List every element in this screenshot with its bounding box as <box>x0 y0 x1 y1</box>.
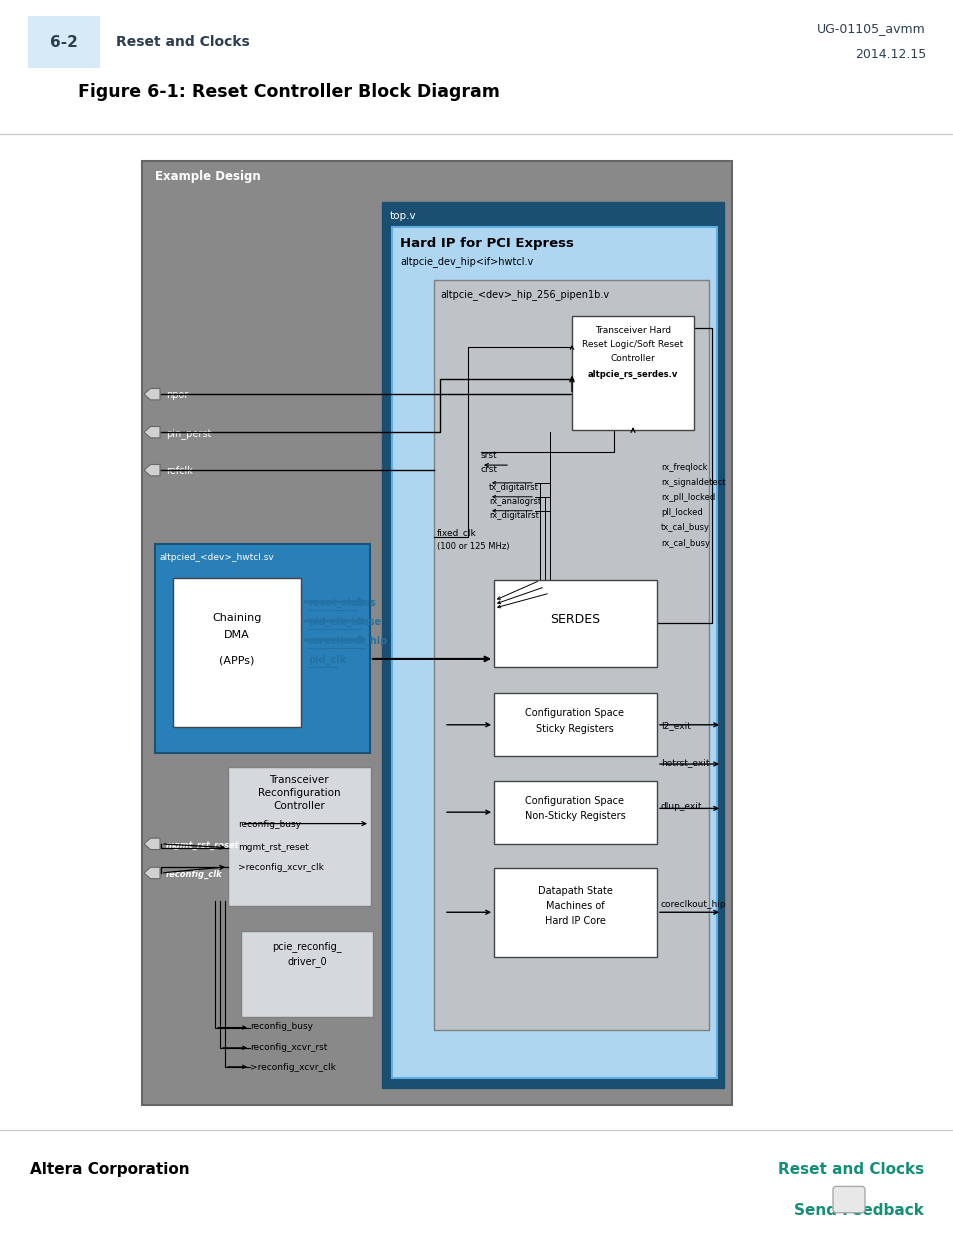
FancyBboxPatch shape <box>392 227 717 1078</box>
Text: tx_cal_busy: tx_cal_busy <box>660 524 709 532</box>
Text: driver_0: driver_0 <box>287 957 327 967</box>
Text: top.v: top.v <box>390 210 416 221</box>
Text: npor: npor <box>166 390 188 400</box>
Text: coreclkout_hip: coreclkout_hip <box>660 899 726 909</box>
Text: altpcie_<dev>_hip_256_pipen1b.v: altpcie_<dev>_hip_256_pipen1b.v <box>439 289 608 300</box>
Text: (100 or 125 MHz): (100 or 125 MHz) <box>436 542 509 551</box>
Text: Hard IP for PCI Express: Hard IP for PCI Express <box>399 237 574 251</box>
Text: hotrst_exit: hotrst_exit <box>660 758 709 767</box>
FancyBboxPatch shape <box>494 868 657 957</box>
Polygon shape <box>144 839 160 850</box>
Text: Altera Corporation: Altera Corporation <box>30 1162 190 1177</box>
FancyBboxPatch shape <box>572 316 693 430</box>
FancyBboxPatch shape <box>494 580 657 667</box>
FancyBboxPatch shape <box>228 767 371 906</box>
FancyBboxPatch shape <box>154 543 370 752</box>
Text: Reset Logic/Soft Reset: Reset Logic/Soft Reset <box>581 340 683 348</box>
Text: Datapath State: Datapath State <box>537 885 612 895</box>
Text: reconfig_clk: reconfig_clk <box>166 869 222 879</box>
Text: rx_freqlock: rx_freqlock <box>660 463 707 472</box>
Text: 6-2: 6-2 <box>50 35 78 49</box>
FancyBboxPatch shape <box>494 693 657 757</box>
FancyBboxPatch shape <box>494 781 657 844</box>
Polygon shape <box>144 464 160 475</box>
Text: Reconfiguration: Reconfiguration <box>257 788 340 798</box>
Text: mgmt_rst_reset: mgmt_rst_reset <box>166 841 239 850</box>
Text: 2014.12.15: 2014.12.15 <box>854 48 925 61</box>
Text: l2_exit: l2_exit <box>660 721 690 730</box>
Text: altpcie_rs_serdes.v: altpcie_rs_serdes.v <box>587 370 678 379</box>
Text: Reset and Clocks: Reset and Clocks <box>777 1162 923 1177</box>
Text: Configuration Space: Configuration Space <box>525 795 624 805</box>
Text: mgmt_rst_reset: mgmt_rst_reset <box>237 842 309 852</box>
Text: coreclkout_hip: coreclkout_hip <box>308 636 388 646</box>
Text: reset_status: reset_status <box>308 598 375 608</box>
Text: rx_analogrst: rx_analogrst <box>489 496 540 506</box>
Text: rx_pll_locked: rx_pll_locked <box>660 493 715 501</box>
FancyBboxPatch shape <box>434 280 708 1030</box>
Text: Configuration Space: Configuration Space <box>525 709 624 719</box>
Text: UG-01105_avmm: UG-01105_avmm <box>817 21 925 35</box>
Text: srst: srst <box>480 451 497 461</box>
Text: altpcied_<dev>_hwtcl.sv: altpcied_<dev>_hwtcl.sv <box>160 552 274 562</box>
Text: DMA: DMA <box>224 630 250 640</box>
Text: Chaining: Chaining <box>213 614 261 624</box>
Polygon shape <box>144 389 160 400</box>
Text: dlup_exit: dlup_exit <box>660 802 701 811</box>
Text: pin_perst: pin_perst <box>166 429 212 438</box>
Text: pcie_reconfig_: pcie_reconfig_ <box>272 941 341 952</box>
Text: Figure 6-1: Reset Controller Block Diagram: Figure 6-1: Reset Controller Block Diagr… <box>78 83 499 101</box>
Text: Controller: Controller <box>610 353 655 363</box>
Text: rx_cal_busy: rx_cal_busy <box>660 538 709 547</box>
Text: Machines of: Machines of <box>545 900 603 911</box>
Text: Reset and Clocks: Reset and Clocks <box>116 35 250 49</box>
Text: Example Design: Example Design <box>154 170 260 183</box>
FancyBboxPatch shape <box>172 578 301 727</box>
Text: rx_signaldetect: rx_signaldetect <box>660 478 724 487</box>
Polygon shape <box>144 867 160 878</box>
Polygon shape <box>144 426 160 438</box>
FancyBboxPatch shape <box>142 161 731 1105</box>
Text: Hard IP Core: Hard IP Core <box>544 916 605 926</box>
Text: >reconfig_xcvr_clk: >reconfig_xcvr_clk <box>250 1063 335 1072</box>
Text: Send Feedback: Send Feedback <box>793 1203 923 1218</box>
Text: reconfig_xcvr_rst: reconfig_xcvr_rst <box>250 1042 327 1052</box>
Text: pld_clk_inuse: pld_clk_inuse <box>308 618 381 627</box>
Text: Non-Sticky Registers: Non-Sticky Registers <box>524 811 625 821</box>
Text: reconfig_busy: reconfig_busy <box>237 820 301 829</box>
Text: Controller: Controller <box>273 800 325 811</box>
FancyBboxPatch shape <box>28 16 100 68</box>
FancyBboxPatch shape <box>832 1187 864 1213</box>
Text: rx_digitalrst: rx_digitalrst <box>489 511 538 520</box>
Text: (APPs): (APPs) <box>219 655 254 666</box>
Text: fixed_clk: fixed_clk <box>436 529 476 537</box>
FancyBboxPatch shape <box>241 931 373 1018</box>
Text: crst: crst <box>480 466 497 474</box>
Text: pld_clk: pld_clk <box>308 655 346 666</box>
Text: altpcie_dev_hip<if>hwtcl.v: altpcie_dev_hip<if>hwtcl.v <box>399 256 533 267</box>
Text: Transceiver: Transceiver <box>269 776 329 785</box>
Text: Transceiver Hard: Transceiver Hard <box>595 326 670 335</box>
Text: tx_digitalrst: tx_digitalrst <box>489 483 538 492</box>
Text: reconfig_busy: reconfig_busy <box>250 1023 313 1031</box>
Text: pll_locked: pll_locked <box>660 508 702 517</box>
Text: Sticky Registers: Sticky Registers <box>536 724 613 734</box>
Text: refclk: refclk <box>166 467 193 477</box>
Text: >reconfig_xcvr_clk: >reconfig_xcvr_clk <box>237 863 323 872</box>
FancyBboxPatch shape <box>381 201 723 1088</box>
Text: SERDES: SERDES <box>549 613 599 626</box>
